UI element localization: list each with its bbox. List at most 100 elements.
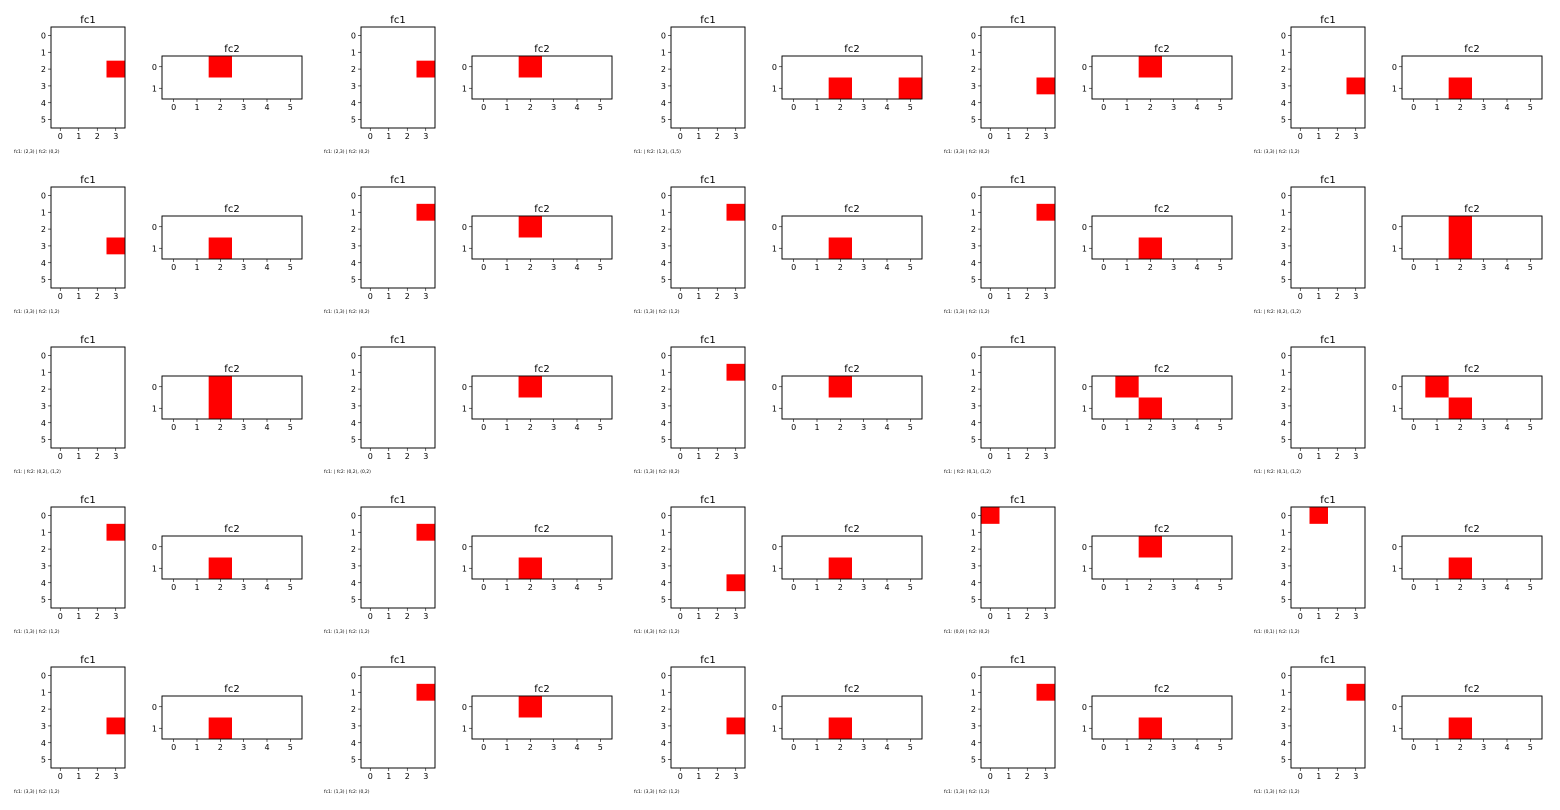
fc2-xtick-label: 3 bbox=[1171, 743, 1176, 752]
fc1-ytick-label: 2 bbox=[661, 545, 666, 554]
fc2-xtick-label: 5 bbox=[288, 103, 293, 112]
fc1-xtick-label: 3 bbox=[1043, 612, 1048, 621]
fc1-title: fc1 bbox=[1010, 175, 1025, 186]
fc1-title: fc1 bbox=[1320, 655, 1335, 666]
fc2-cell bbox=[1448, 557, 1472, 579]
fc2-border bbox=[1401, 535, 1543, 580]
fc2-cell bbox=[208, 717, 232, 739]
fc1-ytick-label: 1 bbox=[971, 528, 976, 537]
fc1-xtick-label: 3 bbox=[423, 132, 428, 141]
fc1-xtick-label: 0 bbox=[368, 772, 373, 781]
fc1-xtick-label: 0 bbox=[1298, 772, 1303, 781]
fc2-xtick-label: 0 bbox=[791, 263, 796, 272]
fc2-xtick-label: 1 bbox=[1434, 583, 1439, 592]
fc1-xtick-label: 2 bbox=[95, 612, 100, 621]
fc1-ytick-label: 3 bbox=[41, 562, 46, 571]
fc1-ytick-label: 4 bbox=[1281, 579, 1286, 588]
fc1-ytick-label: 4 bbox=[1281, 259, 1286, 268]
fc1-ytick-label: 5 bbox=[351, 276, 356, 285]
fc2-xtick-label: 4 bbox=[884, 743, 889, 752]
fc1-ytick-label: 2 bbox=[41, 705, 46, 714]
panel: fc1 0 1 2 3 0 1 2 3 4 5 fc2 0 1 2 3 4 5 0 1 fc1: (1,3) | fc2… bbox=[324, 495, 613, 635]
fc2-xtick-label: 1 bbox=[504, 263, 509, 272]
panel-caption: fc1: (0,0) | fc2: (0,2) bbox=[944, 629, 990, 635]
fc2-ytick-label: 1 bbox=[1082, 724, 1087, 733]
fc1-xtick-label: 0 bbox=[988, 452, 993, 461]
fc2-ytick-label: 1 bbox=[462, 244, 467, 253]
fc1-border bbox=[980, 26, 1056, 129]
fc1-ytick-label: 1 bbox=[661, 688, 666, 697]
fc2-xtick-label: 0 bbox=[171, 103, 176, 112]
fc2-xtick-label: 3 bbox=[241, 423, 246, 432]
fc2-title: fc2 bbox=[1464, 684, 1479, 695]
fc1-title: fc1 bbox=[1320, 495, 1335, 506]
fc1-ytick-label: 3 bbox=[1281, 562, 1286, 571]
fc2-title: fc2 bbox=[844, 684, 859, 695]
fc1-ytick-label: 1 bbox=[661, 368, 666, 377]
fc1-border bbox=[50, 506, 126, 609]
fc1-frame bbox=[980, 346, 1056, 449]
fc1-xtick-label: 0 bbox=[988, 612, 993, 621]
fc1-ytick-label: 1 bbox=[41, 368, 46, 377]
fc2-xtick-label: 1 bbox=[814, 263, 819, 272]
fc2-xtick-label: 3 bbox=[861, 103, 866, 112]
fc1-xtick-label: 0 bbox=[58, 132, 63, 141]
fc1-cell bbox=[416, 523, 435, 541]
fc1-ytick-label: 2 bbox=[41, 545, 46, 554]
fc1-xtick-label: 0 bbox=[678, 452, 683, 461]
fc1-frame bbox=[360, 186, 436, 289]
fc2-cell bbox=[518, 696, 542, 718]
fc1-xtick-label: 1 bbox=[1006, 292, 1011, 301]
fc2-title: fc2 bbox=[534, 364, 549, 375]
fc1-ytick-label: 5 bbox=[1281, 116, 1286, 125]
fc2-xtick-label: 5 bbox=[908, 423, 913, 432]
fc2-xtick-label: 2 bbox=[1148, 583, 1153, 592]
fc2-xtick-label: 5 bbox=[1528, 423, 1533, 432]
fc1-cell bbox=[981, 507, 1000, 524]
panel-caption: fc1: (4,3) | fc2: (1,2) bbox=[634, 629, 680, 635]
fc1-xtick-label: 3 bbox=[1043, 772, 1048, 781]
fc1-xtick-label: 1 bbox=[386, 452, 391, 461]
fc2-xtick-label: 1 bbox=[1434, 263, 1439, 272]
fc2-xtick-label: 0 bbox=[1101, 423, 1106, 432]
fc1-xtick-label: 2 bbox=[715, 452, 720, 461]
fc2-xtick-label: 3 bbox=[1481, 423, 1486, 432]
fc1-border bbox=[980, 666, 1056, 769]
fc1-cell bbox=[1309, 507, 1328, 524]
fc1-ytick-label: 3 bbox=[1281, 722, 1286, 731]
fc1-xtick-label: 1 bbox=[1316, 612, 1321, 621]
fc1-xtick-label: 2 bbox=[715, 292, 720, 301]
fc1-border bbox=[1290, 26, 1366, 129]
fc1-border bbox=[1290, 346, 1366, 449]
fc2-border bbox=[1401, 695, 1543, 740]
fc1-ytick-label: 4 bbox=[351, 579, 356, 588]
fc2-title: fc2 bbox=[844, 204, 859, 215]
fc1-ytick-label: 4 bbox=[1281, 99, 1286, 108]
fc1-ytick-label: 3 bbox=[351, 242, 356, 251]
fc2-ytick-label: 0 bbox=[1392, 703, 1397, 712]
fc1-xtick-label: 0 bbox=[988, 132, 993, 141]
fc1-ytick-label: 3 bbox=[971, 562, 976, 571]
panel-caption: fc1: | fc2: (0,2), (0,2) bbox=[324, 469, 371, 475]
fc1-cell bbox=[726, 574, 745, 592]
fc2-xtick-label: 5 bbox=[1528, 743, 1533, 752]
fc2-xtick-label: 2 bbox=[838, 103, 843, 112]
fc1-border bbox=[360, 186, 436, 289]
fc2-ytick-label: 1 bbox=[772, 564, 777, 573]
fc2-cell bbox=[518, 557, 542, 579]
fc2-border bbox=[1091, 375, 1233, 420]
fc1-ytick-label: 5 bbox=[351, 596, 356, 605]
fc2-xtick-label: 2 bbox=[838, 583, 843, 592]
panel-caption: fc1: (1,3) | fc2: (1,2) bbox=[634, 309, 680, 315]
fc2-ytick-label: 1 bbox=[1392, 724, 1397, 733]
fc1-ytick-label: 1 bbox=[1281, 528, 1286, 537]
fc1-xtick-label: 2 bbox=[1025, 612, 1030, 621]
fc1-xtick-label: 3 bbox=[113, 132, 118, 141]
fc1-ytick-label: 4 bbox=[1281, 419, 1286, 428]
fc1-xtick-label: 1 bbox=[76, 452, 81, 461]
fc1-xtick-label: 3 bbox=[423, 612, 428, 621]
fc2-xtick-label: 0 bbox=[1411, 103, 1416, 112]
fc2-xtick-label: 0 bbox=[171, 583, 176, 592]
fc2-title: fc2 bbox=[1154, 684, 1169, 695]
